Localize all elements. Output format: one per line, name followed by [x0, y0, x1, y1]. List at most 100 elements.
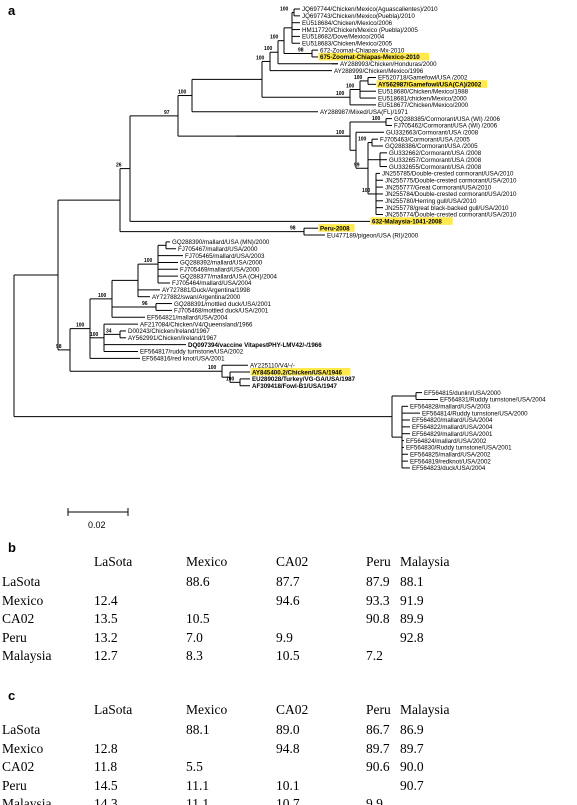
table-cell: 89.7: [366, 740, 390, 756]
tree-leaf-label: FJ705468/mottled duck/USA/2001: [174, 308, 269, 315]
column-header: CA02: [276, 554, 309, 569]
table-cell: [186, 592, 276, 611]
table-cell: 88.6: [186, 574, 210, 590]
highlight-box: [318, 52, 429, 61]
tree-leaf-label: JN255784/Double-crested cormorant/USA/20…: [385, 191, 517, 198]
table-cell: 93.3: [366, 592, 390, 608]
table-cell: 87.7: [276, 574, 300, 590]
row-header: Mexico: [2, 740, 44, 756]
table-row: CA02 11.8 5.5 90.6 90.0: [2, 758, 470, 777]
table-row: CA02 13.5 10.5 90.8 89.9: [2, 610, 470, 629]
tree-leaf-label: EF564828/mallard/USA/2003: [410, 404, 491, 411]
table-cell: 5.5: [186, 759, 203, 775]
table-cell: [276, 610, 366, 629]
table-cell: 11.8: [94, 759, 118, 775]
highlight-box: [370, 217, 453, 225]
bootstrap-value: 100: [76, 323, 85, 329]
bootstrap-value: 99: [354, 162, 360, 168]
row-header: Mexico: [2, 592, 44, 608]
tree-leaf-label: EF564825/mallard/USA/2002: [410, 451, 491, 458]
table-cell: 90.7: [400, 777, 424, 793]
tree-leaf-label: EF564821/mallard/USA/2004: [147, 314, 228, 321]
tree-leaf-label: AY845400.2/Chicken/USA/1946: [252, 369, 342, 376]
table-cell: [400, 795, 470, 805]
bootstrap-value: 100: [362, 188, 371, 194]
column-header: Peru: [366, 702, 391, 717]
table-cell: 88.1: [400, 574, 424, 590]
tree-leaf-label: AF309418/Fowl-B1/USA/1947: [252, 383, 338, 390]
table-cell: 10.7: [276, 796, 300, 805]
tree-leaf-label: EU518680/Chicken/Mexico/1988: [378, 88, 469, 95]
bootstrap-value: 100: [256, 55, 265, 61]
table-row: Malaysia 14.3 11.1 10.7 9.9: [2, 795, 470, 805]
table-cell: 90.0: [400, 759, 424, 775]
table-cell: 10.1: [276, 777, 300, 793]
column-header: LaSota: [94, 554, 133, 569]
column-header: Malaysia: [400, 554, 450, 569]
row-header: CA02: [2, 611, 35, 627]
distance-table-c: LaSota Mexico CA02 Peru Malaysia LaSota 88.1 89…: [2, 699, 470, 805]
bootstrap-value: 96: [142, 301, 148, 307]
bootstrap-value: 100: [270, 35, 279, 41]
tree-leaf-label: JN255775/Double-crested cormorant/USA/20…: [385, 177, 517, 184]
row-header: CA02: [2, 759, 35, 775]
table-cell: [366, 629, 400, 648]
bootstrap-value: 100: [336, 91, 345, 97]
tree-leaf-label: FJ705465/mallard/USA/2003: [185, 253, 265, 260]
bootstrap-value: 100: [178, 90, 187, 96]
table-cell: 10.5: [276, 648, 300, 664]
table-cell: [94, 721, 186, 740]
tree-leaf-label: EU518682/Dove/Mexico/2004: [302, 34, 385, 41]
table-cell: 86.7: [366, 722, 390, 738]
tree-leaf-label: AY288993/Chicken/Honduras/2000: [340, 61, 437, 68]
bootstrap-value: 34: [106, 328, 112, 334]
tree-leaf-label: EU518681/chicken/Mexico/2000: [378, 95, 467, 102]
panel-label-a: a: [8, 3, 16, 18]
table-cell: 7.0: [186, 629, 203, 645]
tree-leaf-label: JN255774/Double-crested cormorant/USA/20…: [385, 212, 517, 219]
bootstrap-value: 100: [98, 293, 107, 299]
table-cell: 94.8: [276, 740, 300, 756]
tree-leaf-label: JN255778/great black-backed gull/USA/201…: [385, 205, 509, 212]
panel-label-c: c: [8, 688, 16, 703]
table-header-row: LaSota Mexico CA02 Peru Malaysia: [2, 699, 470, 721]
table-cell: 86.9: [400, 722, 424, 738]
table-cell: [366, 777, 400, 796]
tree-leaf-label: JQ697744/Chicken/Mexico(Aguascalientes)/…: [302, 6, 438, 13]
tree-leaf-label: AY562991/Chicken/Ireland/1967: [128, 335, 217, 342]
table-cell: 89.9: [400, 611, 424, 627]
table-row: Malaysia 12.7 8.3 10.5 7.2: [2, 647, 470, 666]
tree-leaf-label: FJ705469/mallard/USA/2000: [180, 267, 260, 274]
row-header: Malaysia: [2, 796, 52, 805]
table-cell: 11.1: [186, 796, 210, 805]
table-cell: 14.5: [94, 777, 118, 793]
table-cell: 8.3: [186, 648, 203, 664]
tree-leaf-label: FJ705462/Cormorant/USA (WI) /2006: [394, 123, 498, 130]
table-cell: 88.1: [186, 722, 210, 738]
tree-leaf-label: 632-Malaysia-1041-2008: [372, 219, 442, 226]
tree-leaf-label: EF564814/Ruddy turnstone/USA/2000: [422, 410, 528, 417]
bootstrap-value: 100: [144, 258, 153, 264]
tree-leaf-label: EF564819/redknot/USA/2002: [410, 458, 491, 465]
table-cell: 94.6: [276, 592, 300, 608]
tree-leaf-label: EF564817/ruddy turnstone/USA/2002: [140, 349, 244, 356]
tree-leaf-label: JN255780/Herring gull/USA/2010: [385, 198, 477, 205]
row-header: Peru: [2, 629, 27, 645]
tree-leaf-label: JN255785/Double-crested cormorant/USA/20…: [382, 171, 514, 178]
tree-leaf-label: EF564831/Ruddy turnstone/USA/2004: [440, 397, 546, 404]
highlight-box: [318, 224, 355, 232]
tree-leaf-label: EF564815/dunlin/USA/2000: [424, 390, 501, 397]
tree-leaf-label: GU332662/Cormorant/USA /2008: [389, 150, 482, 157]
table-cell: 89.0: [276, 722, 300, 738]
tree-leaf-label: GU332663/Cormorant/USA /2008: [386, 130, 479, 137]
tree-leaf-label: EF564822/mallard/USA/2004: [412, 424, 493, 431]
tree-leaf-label: Peru-2008: [320, 225, 350, 232]
column-header: Peru: [366, 554, 391, 569]
row-header: LaSota: [2, 722, 41, 738]
table-cell: [276, 758, 366, 777]
tree-leaf-label: GQ288391/mottled duck/USA/2001: [174, 301, 272, 308]
highlight-box: [250, 367, 351, 376]
tree-leaf-label: GQ288390/mallard/USA (MN)/2000: [172, 239, 270, 246]
tree-leaf-label: GQ288392/mallard/USA/2000: [180, 260, 263, 267]
